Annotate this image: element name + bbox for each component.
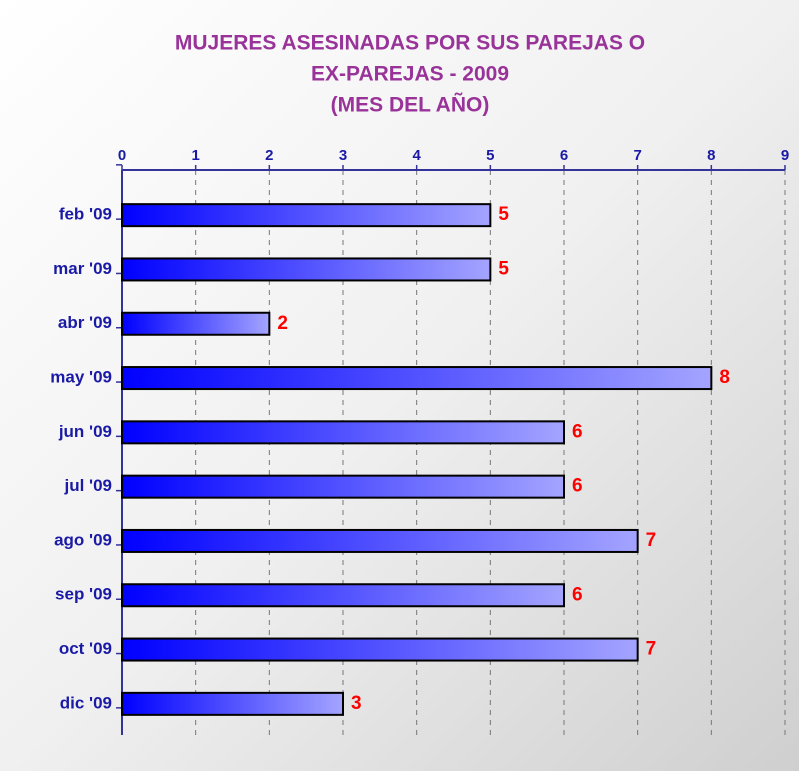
x-tick-label: 8 <box>707 147 715 164</box>
y-tick-label: mar '09 <box>53 259 112 278</box>
bar <box>121 311 271 336</box>
value-label: 6 <box>572 476 583 497</box>
bar <box>121 257 492 282</box>
value-label: 7 <box>646 639 657 660</box>
chart-title: MUJERES ASESINADAS POR SUS PAREJAS O <box>175 32 645 55</box>
y-tick-label: feb '09 <box>59 205 112 224</box>
y-tick-label: jul '09 <box>63 476 112 495</box>
y-tick-label: ago '09 <box>54 530 112 549</box>
chart-title: (MES DEL AÑO) <box>331 94 490 117</box>
x-tick-label: 3 <box>339 147 347 164</box>
y-tick-label: jun '09 <box>58 422 112 441</box>
chart-title: EX-PAREJAS - 2009 <box>311 63 509 86</box>
x-tick-label: 0 <box>118 147 126 164</box>
x-tick-label: 2 <box>265 147 273 164</box>
y-tick-label: dic '09 <box>60 693 112 712</box>
x-tick-label: 7 <box>633 147 641 164</box>
y-tick-label: oct '09 <box>59 639 112 658</box>
bar <box>121 203 492 228</box>
value-label: 6 <box>572 421 583 442</box>
value-label: 5 <box>498 258 509 279</box>
y-tick-label: may '09 <box>50 368 112 387</box>
value-label: 2 <box>277 313 288 334</box>
value-label: 8 <box>719 367 730 388</box>
x-tick-label: 6 <box>560 147 568 164</box>
bar <box>121 691 344 716</box>
value-label: 7 <box>646 530 657 551</box>
bar <box>121 528 639 553</box>
bar <box>121 637 639 662</box>
value-label: 3 <box>351 693 362 714</box>
bar <box>121 583 565 608</box>
bar <box>121 474 565 499</box>
x-tick-label: 4 <box>412 147 421 164</box>
y-tick-label: abr '09 <box>58 313 112 332</box>
x-tick-label: 5 <box>486 147 494 164</box>
x-tick-label: 1 <box>191 147 199 164</box>
bar <box>121 366 713 391</box>
value-label: 6 <box>572 584 583 605</box>
x-tick-label: 9 <box>781 147 789 164</box>
bar <box>121 420 565 445</box>
value-label: 5 <box>498 204 509 225</box>
y-tick-label: sep '09 <box>55 585 112 604</box>
